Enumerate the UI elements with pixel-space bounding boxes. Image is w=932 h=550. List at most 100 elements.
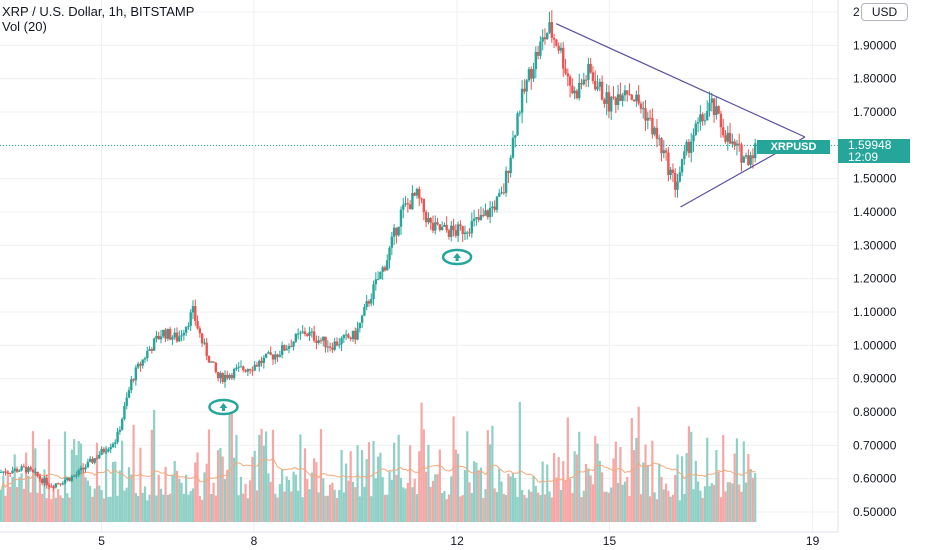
candle-body: [498, 193, 501, 197]
volume-bar: [660, 476, 663, 522]
volume-bar: [541, 461, 544, 522]
candle-body: [653, 127, 656, 135]
candle-body: [475, 217, 478, 219]
volume-bar: [482, 497, 485, 522]
volume-bar: [406, 482, 409, 522]
candle-body: [717, 106, 720, 114]
candle-body: [20, 466, 23, 471]
volume-bar: [637, 406, 640, 522]
candle-body: [130, 379, 133, 391]
candle-body: [664, 150, 668, 153]
candle-body: [253, 364, 256, 371]
volume-bar: [116, 495, 119, 522]
y-tick-label: 1.50000: [853, 172, 897, 186]
candle-body: [271, 354, 275, 360]
volume-bar: [143, 486, 147, 522]
volume-bar: [612, 458, 615, 522]
candle-body: [456, 224, 460, 236]
candle-body: [340, 338, 343, 345]
volume-bar: [658, 464, 661, 522]
volume-bar: [536, 492, 540, 522]
volume-bar: [623, 481, 627, 522]
volume-bar: [98, 485, 101, 522]
candle-body: [264, 353, 268, 358]
candle-body: [194, 306, 197, 321]
candle-body: [255, 364, 259, 367]
volume-bar: [731, 483, 734, 522]
candle-body: [63, 480, 67, 484]
candle-body: [88, 458, 92, 462]
volume-bar: [706, 437, 709, 522]
candle-body: [712, 98, 716, 116]
volume-bar: [680, 456, 684, 522]
candle-body: [303, 331, 307, 335]
volume-bar: [219, 447, 222, 522]
candle-body: [15, 468, 19, 472]
candle-body: [173, 332, 176, 338]
candle-body: [509, 157, 512, 174]
candle-body: [107, 449, 110, 452]
volume-bar: [130, 474, 133, 522]
candle-body: [196, 320, 199, 329]
volume-bar: [728, 482, 732, 522]
volume-bar: [505, 495, 508, 522]
candle-body: [632, 99, 636, 102]
candle-body: [228, 374, 231, 379]
candle-body: [47, 485, 51, 487]
volume-bar: [738, 484, 741, 522]
volume-bar: [687, 426, 691, 522]
volume-bar: [708, 486, 711, 522]
candle-body: [463, 232, 467, 235]
volume-bar: [228, 408, 231, 522]
candle-body: [438, 224, 442, 231]
volume-bar: [125, 487, 128, 522]
candle-body: [568, 76, 572, 86]
volume-bar: [317, 492, 320, 522]
candle-body: [413, 192, 416, 196]
x-tick-label: 5: [98, 534, 105, 548]
currency-badge[interactable]: USD: [861, 3, 908, 21]
volume-bar: [607, 492, 611, 522]
volume-bar: [493, 488, 496, 522]
candle-body: [575, 90, 579, 99]
volume-bar: [523, 494, 526, 522]
volume-bar: [719, 497, 723, 522]
candle-body: [749, 155, 752, 165]
candle-body: [516, 113, 519, 136]
volume-bar: [29, 492, 32, 522]
volume-bar: [285, 476, 288, 522]
volume-bar: [621, 484, 624, 522]
candle-body: [696, 122, 700, 124]
volume-bar: [477, 470, 480, 522]
candle-body: [726, 132, 729, 142]
candle-body: [596, 86, 599, 90]
volume-bar: [157, 474, 160, 522]
volume-bar: [509, 476, 512, 522]
last-price-value: 1.59948: [848, 138, 892, 152]
volume-bar: [463, 470, 467, 522]
candle-body: [349, 337, 352, 340]
up-arrow-icon[interactable]: [441, 248, 473, 266]
candle-body: [102, 448, 106, 452]
volume-bar: [507, 473, 510, 522]
volume-bar: [587, 468, 590, 522]
candle-body: [738, 143, 741, 145]
volume-bar: [662, 489, 665, 522]
x-tick-label: 19: [806, 534, 820, 548]
candle-body: [116, 431, 119, 443]
volume-bar: [246, 498, 249, 522]
candle-body: [45, 477, 48, 486]
candle-body: [351, 330, 355, 340]
candle-body: [694, 123, 697, 135]
candle-body: [543, 37, 547, 40]
candle-body: [248, 369, 252, 371]
candle-body: [27, 467, 30, 473]
volume-bar: [54, 497, 57, 522]
volume-bar: [274, 493, 277, 522]
up-arrow-icon[interactable]: [208, 398, 239, 416]
volume-bar: [527, 489, 531, 522]
volume-bar: [466, 431, 469, 522]
volume-bar: [415, 494, 419, 522]
volume-bar: [253, 450, 256, 522]
